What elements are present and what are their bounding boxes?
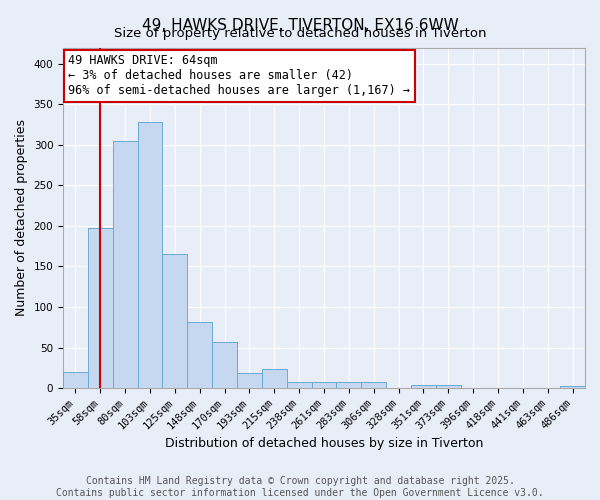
Bar [212, 342, 237, 388]
X-axis label: Distribution of detached houses by size in Tiverton: Distribution of detached houses by size … [165, 437, 483, 450]
Bar [337, 382, 361, 388]
Bar [113, 141, 137, 388]
Bar [187, 322, 212, 388]
Y-axis label: Number of detached properties: Number of detached properties [15, 120, 28, 316]
Bar [163, 254, 187, 388]
Bar [262, 368, 287, 388]
Text: Contains HM Land Registry data © Crown copyright and database right 2025.
Contai: Contains HM Land Registry data © Crown c… [56, 476, 544, 498]
Text: 49 HAWKS DRIVE: 64sqm
← 3% of detached houses are smaller (42)
96% of semi-detac: 49 HAWKS DRIVE: 64sqm ← 3% of detached h… [68, 54, 410, 98]
Bar [361, 382, 386, 388]
Bar [88, 228, 113, 388]
Bar [436, 385, 461, 388]
Bar [287, 382, 311, 388]
Bar [137, 122, 163, 388]
Text: Size of property relative to detached houses in Tiverton: Size of property relative to detached ho… [114, 28, 486, 40]
Bar [560, 386, 585, 388]
Bar [63, 372, 88, 388]
Text: 49, HAWKS DRIVE, TIVERTON, EX16 6WW: 49, HAWKS DRIVE, TIVERTON, EX16 6WW [142, 18, 458, 32]
Bar [237, 372, 262, 388]
Bar [411, 385, 436, 388]
Bar [311, 382, 337, 388]
